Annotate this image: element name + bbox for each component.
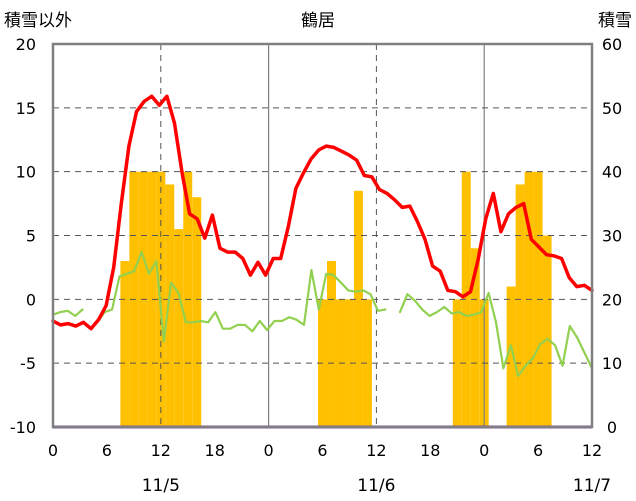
- snow-bar: [165, 184, 175, 427]
- left-tick-label: 5: [26, 227, 36, 246]
- x-tick-label: 18: [420, 441, 440, 460]
- snow-bar: [452, 299, 462, 427]
- right-tick-label: 50: [602, 99, 622, 118]
- x-tick-label: 6: [102, 441, 112, 460]
- x-tick-label: 12: [582, 441, 602, 460]
- x-tick-label: 12: [151, 441, 171, 460]
- plot-border: [51, 42, 594, 429]
- x-tick-label: 0: [264, 441, 274, 460]
- snow-bar: [470, 248, 480, 427]
- x-tick-label: 6: [317, 441, 327, 460]
- red-series-line: [51, 94, 594, 331]
- right-tick-label: 30: [602, 227, 622, 246]
- left-tick-label: 15: [16, 99, 36, 118]
- x-tick-label: 0: [48, 441, 58, 460]
- left-tick-label: -5: [20, 354, 36, 373]
- left-tick-label: 20: [16, 35, 36, 54]
- snow-bar: [120, 261, 130, 427]
- plot-frame: [51, 42, 594, 429]
- gridlines: [53, 44, 592, 427]
- x-tick-label: 6: [533, 441, 543, 460]
- snow-bar: [326, 261, 336, 427]
- right-tick-label: 10: [602, 354, 622, 373]
- x-tick-label: 0: [479, 441, 489, 460]
- snow-bar: [353, 190, 363, 427]
- right-tick-label: 40: [602, 163, 622, 182]
- right-axis-label: 積雪: [598, 11, 632, 31]
- chart-title: 鶴居: [301, 11, 335, 31]
- x-tick-label: 18: [205, 441, 225, 460]
- right-tick-label: 20: [602, 290, 622, 309]
- snow-bar: [515, 184, 525, 427]
- left-tick-label: -10: [10, 418, 36, 437]
- date-label: 11/5: [142, 476, 180, 496]
- snow-bar: [362, 299, 372, 427]
- snow-bar: [174, 229, 184, 427]
- left-tick-label: 10: [16, 163, 36, 182]
- left-tick-label: 0: [26, 290, 36, 309]
- snow-bar: [192, 197, 202, 427]
- date-label: 11/6: [357, 476, 395, 496]
- left-axis-label: 積雪以外: [4, 11, 72, 31]
- snow-bar: [344, 299, 354, 427]
- green-series-line: [51, 251, 594, 377]
- date-label: 11/7: [573, 476, 611, 496]
- x-tick-label: 12: [366, 441, 386, 460]
- snow-bar: [147, 171, 157, 427]
- right-tick-label: 0: [607, 418, 617, 437]
- snow-bar: [461, 171, 471, 427]
- right-tick-label: 60: [602, 35, 622, 54]
- snow-bar: [506, 286, 516, 427]
- snow-bar: [542, 235, 552, 427]
